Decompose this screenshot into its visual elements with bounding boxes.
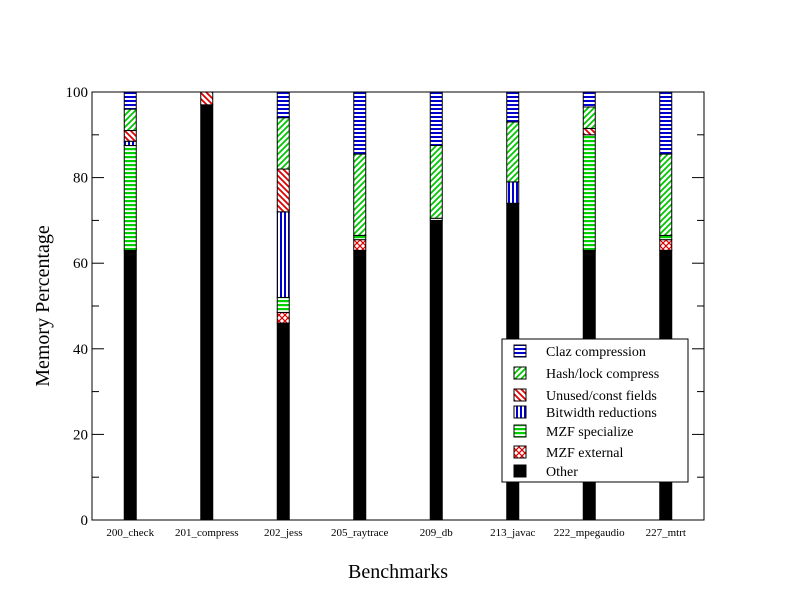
bar-segment-hash-lock-compress — [276, 117, 290, 170]
x-tick-label: 227_mtrt — [646, 527, 686, 539]
x-tick-label: 209_db — [420, 527, 454, 539]
legend-swatch — [513, 344, 527, 358]
x-tick-label: 201_compress — [175, 527, 239, 539]
legend-swatch — [513, 464, 527, 478]
legend-label: Bitwidth reductions — [546, 406, 657, 421]
y-tick-label: 0 — [81, 513, 89, 529]
bar-segment-other — [353, 249, 367, 521]
x-tick-label: 222_mpegaudio — [554, 527, 625, 539]
legend-label: Unused/const fields — [546, 389, 657, 404]
bar-segment-unused-const-fields — [276, 168, 290, 213]
legend-swatch — [513, 405, 527, 419]
bar-segment-unused-const-fields — [200, 91, 214, 106]
bar-segment-hash-lock-compress — [123, 108, 137, 132]
x-tick-label: 205_raytrace — [331, 527, 389, 539]
bar-segment-hash-lock-compress — [506, 121, 520, 183]
y-tick-label: 100 — [66, 85, 89, 101]
legend-swatch — [513, 424, 527, 438]
bar-segment-other — [429, 219, 443, 521]
bar-segment-bitwidth-reductions — [276, 211, 290, 298]
legend-swatch — [513, 366, 527, 380]
bar-segment-mzf-specialize — [582, 134, 596, 251]
bar-segment-claz-compression — [276, 91, 290, 119]
x-axis-title: Benchmarks — [348, 561, 448, 583]
legend-swatch — [513, 388, 527, 402]
bar-segment-claz-compression — [582, 91, 596, 108]
x-tick-label: 202_jess — [264, 527, 303, 539]
bar-segment-claz-compression — [659, 91, 673, 155]
legend-box — [501, 338, 689, 483]
bar-segment-mzf-specialize — [123, 145, 137, 251]
bar-segment-mzf-specialize — [659, 234, 673, 241]
bar-segment-claz-compression — [123, 91, 137, 110]
bar-segment-mzf-external — [276, 311, 290, 324]
bar-segment-other — [276, 322, 290, 521]
bar-segment-bitwidth-reductions — [506, 181, 520, 204]
bar-segment-unused-const-fields — [582, 127, 596, 136]
bar-segment-mzf-specialize — [276, 296, 290, 313]
legend-label: MZF specialize — [546, 425, 633, 440]
bar-segment-hash-lock-compress — [659, 153, 673, 236]
bar-segment-hash-lock-compress — [353, 153, 367, 236]
bar-segment-other — [200, 104, 214, 521]
bar-segment-claz-compression — [429, 91, 443, 146]
bar-segment-hash-lock-compress — [429, 145, 443, 219]
y-tick-label: 20 — [73, 427, 88, 443]
legend-label: Other — [546, 465, 578, 480]
legend-label: Claz compression — [546, 345, 646, 360]
y-tick-label: 80 — [73, 171, 88, 187]
legend-label: MZF external — [546, 446, 623, 461]
x-tick-label: 200_check — [106, 527, 154, 539]
legend-label: Hash/lock compress — [546, 367, 659, 382]
bar-segment-unused-const-fields — [123, 130, 137, 142]
y-tick-label: 40 — [73, 342, 88, 358]
y-tick-label: 60 — [73, 256, 88, 272]
legend-swatch — [513, 445, 527, 459]
y-axis-title: Memory Percentage — [32, 225, 54, 387]
x-tick-label: 213_javac — [490, 527, 535, 539]
bar-segment-bitwidth-reductions — [123, 140, 137, 147]
bar-segment-mzf-external — [659, 239, 673, 251]
bar-segment-other — [123, 249, 137, 521]
bar-segment-hash-lock-compress — [582, 106, 596, 129]
bar-segment-mzf-specialize — [353, 234, 367, 241]
bar-segment-mzf-external — [353, 239, 367, 251]
bar-segment-claz-compression — [506, 91, 520, 123]
bar-segment-claz-compression — [353, 91, 367, 155]
